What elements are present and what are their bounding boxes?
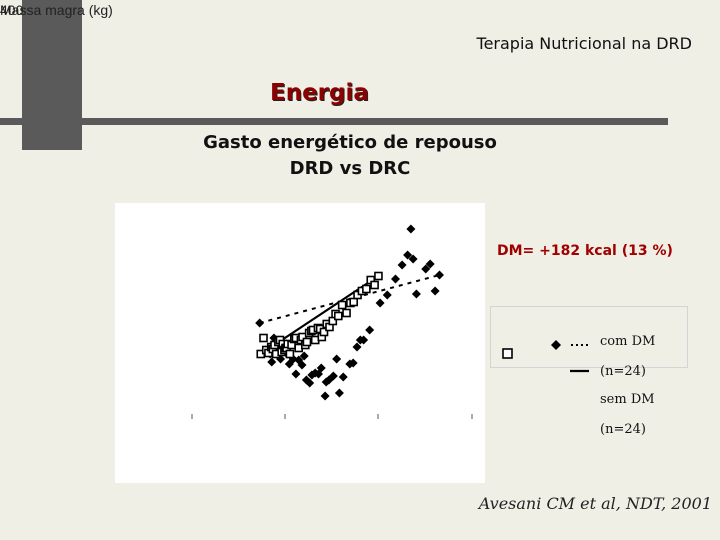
data-point-com-dm bbox=[328, 371, 338, 381]
chart-title: Gasto energético de repouso DRD vs DRC bbox=[150, 130, 550, 182]
data-point-sem-dm bbox=[349, 297, 359, 307]
data-point-sem-dm bbox=[302, 337, 312, 347]
data-point-com-dm bbox=[408, 254, 418, 264]
data-point-sem-dm bbox=[362, 284, 371, 294]
data-point-com-dm bbox=[425, 259, 435, 269]
data-point-com-dm bbox=[291, 369, 301, 379]
data-point-com-dm bbox=[348, 358, 358, 368]
data-point-com-dm bbox=[421, 264, 431, 274]
section-title: Energia bbox=[270, 80, 369, 106]
data-point-com-dm bbox=[406, 224, 416, 234]
data-point-com-dm bbox=[352, 342, 362, 352]
legend-box bbox=[490, 306, 688, 368]
data-point-com-dm bbox=[255, 318, 265, 328]
data-point-com-dm bbox=[375, 298, 385, 308]
data-point-com-dm bbox=[316, 363, 326, 373]
data-point-com-dm bbox=[338, 372, 348, 382]
data-point-sem-dm bbox=[319, 327, 329, 337]
data-point-com-dm bbox=[382, 290, 392, 300]
data-point-sem-dm bbox=[285, 349, 295, 359]
axis-label-artifact: Massa magra (kg) 400 bbox=[0, 2, 113, 18]
data-point-com-dm bbox=[365, 325, 375, 335]
data-point-sem-dm bbox=[337, 300, 347, 310]
data-point-com-dm bbox=[391, 274, 400, 284]
decorative-dark-bar bbox=[22, 0, 82, 150]
chart-title-line2: DRD vs DRC bbox=[289, 158, 411, 179]
data-point-com-dm bbox=[299, 351, 309, 361]
legend-sub-com-dm: (n=24) bbox=[600, 364, 646, 379]
data-point-sem-dm bbox=[342, 308, 351, 318]
legend-label-sem-dm: sem DM bbox=[600, 392, 655, 407]
data-point-com-dm bbox=[332, 354, 342, 364]
chart-title-line1: Gasto energético de repouso bbox=[203, 132, 497, 153]
data-point-com-dm bbox=[297, 360, 307, 370]
data-point-com-dm bbox=[411, 289, 421, 299]
data-point-sem-dm bbox=[374, 271, 383, 281]
data-point-sem-dm bbox=[333, 311, 343, 321]
chart-annotation: DM= +182 kcal (13 %) bbox=[497, 243, 673, 259]
slide-header: Terapia Nutricional na DRD bbox=[476, 34, 692, 53]
data-point-com-dm bbox=[403, 250, 413, 260]
data-point-com-dm bbox=[397, 260, 407, 270]
decorative-divider bbox=[0, 118, 668, 125]
axis-label-text: Massa magra (kg) bbox=[0, 2, 113, 18]
data-point-com-dm bbox=[430, 286, 440, 296]
data-point-com-dm bbox=[267, 357, 277, 367]
legend-label-com-dm: com DM bbox=[600, 334, 656, 349]
data-point-com-dm bbox=[305, 378, 315, 388]
citation: Avesani CM et al, NDT, 2001 bbox=[478, 494, 712, 513]
data-point-com-dm bbox=[334, 388, 344, 398]
data-point-sem-dm bbox=[259, 333, 268, 343]
legend-sub-sem-dm: (n=24) bbox=[600, 422, 646, 437]
legend-diamond-marker bbox=[551, 340, 561, 350]
data-point-com-dm bbox=[435, 270, 444, 280]
legend-square-marker bbox=[502, 348, 513, 359]
data-point-com-dm bbox=[359, 335, 369, 345]
axis-overlay-number: 400 bbox=[0, 2, 24, 18]
data-point-com-dm bbox=[320, 391, 330, 401]
data-point-sem-dm bbox=[370, 280, 379, 290]
